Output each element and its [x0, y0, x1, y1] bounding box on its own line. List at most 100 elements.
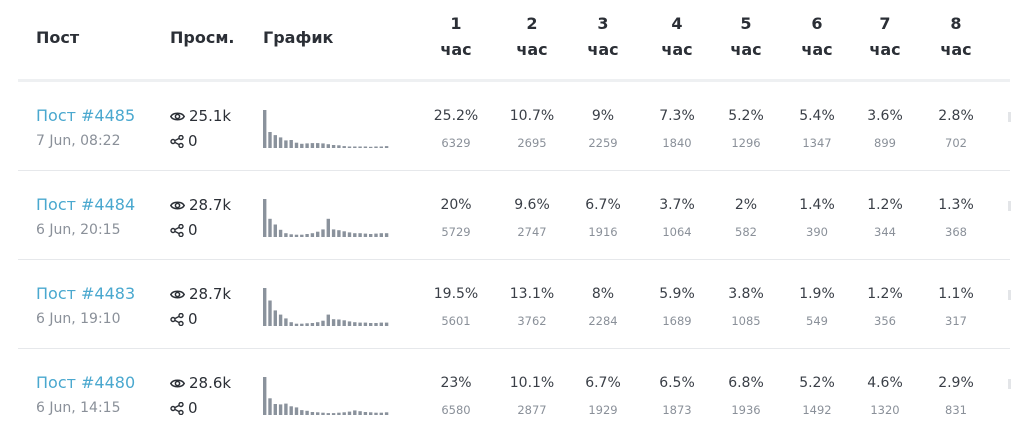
column-header-views[interactable]: Просм.	[170, 28, 235, 47]
post-date: 6 Jun, 19:10	[36, 311, 121, 327]
sparkline-bar	[294, 323, 299, 326]
sparkline-bar	[342, 412, 346, 415]
hour-number: 4	[671, 14, 683, 33]
hour-unit: час	[869, 40, 901, 59]
sparkline-bar	[278, 404, 283, 415]
sparkline-bar	[284, 403, 288, 415]
hour-cell: 25.2% 6329	[426, 84, 486, 172]
table-header: Пост Просм. График 1 час 2 час 3 час 4 час 5 час 6…	[0, 0, 1024, 80]
column-header-hour-5[interactable]: 5 час	[716, 0, 776, 70]
post-link[interactable]: Пост #4480	[36, 373, 136, 392]
sparkline-bar	[379, 146, 383, 148]
header-divider	[18, 79, 1010, 82]
hour-unit: час	[801, 40, 833, 59]
sparkline-bar	[289, 406, 293, 415]
hour-percent: 23%	[440, 375, 472, 391]
sparkline-bar	[363, 146, 368, 148]
sparkline-bar	[347, 146, 352, 148]
hour-cell: 5.2% 1296	[716, 84, 776, 172]
column-header-hour-3[interactable]: 3 час	[573, 0, 633, 70]
sparkline-bar	[263, 377, 267, 415]
post-link[interactable]: Пост #4484	[36, 195, 136, 214]
sparkline-bar	[331, 229, 336, 237]
sparkline-bar	[326, 314, 330, 326]
post-date: 6 Jun, 20:15	[36, 222, 121, 238]
sparkline-bar	[374, 146, 378, 148]
sparkline-bar	[353, 410, 357, 415]
hourly-sparkline	[263, 377, 389, 415]
hour-count: 1873	[662, 403, 692, 417]
shares-stat: 0	[170, 399, 198, 417]
sparkline-bar	[369, 146, 373, 148]
hour-count: 549	[806, 314, 828, 328]
shares-stat: 0	[170, 310, 198, 328]
hour-percent: 3.8%	[728, 286, 764, 302]
views-count: 28.6k	[189, 374, 232, 392]
sparkline-bar	[294, 234, 299, 237]
column-header-hour-6[interactable]: 6 час	[787, 0, 847, 70]
column-header-hour-7[interactable]: 7 час	[855, 0, 915, 70]
sparkline-bar	[289, 234, 293, 237]
hour-percent: 3.7%	[659, 197, 695, 213]
overflow-column-hint	[1008, 290, 1011, 300]
hour-count: 6580	[441, 403, 471, 417]
views-count: 28.7k	[189, 196, 232, 214]
shares-count: 0	[188, 310, 198, 328]
post-link[interactable]: Пост #4485	[36, 106, 136, 125]
sparkline-bar	[300, 323, 304, 326]
column-header-hour-8[interactable]: 8 час	[926, 0, 986, 70]
hour-cell: 13.1% 3762	[502, 262, 562, 350]
hour-unit: час	[730, 40, 762, 59]
sparkline-bar	[379, 412, 383, 415]
hour-percent: 1.4%	[799, 197, 835, 213]
sparkline-bar	[278, 137, 283, 148]
sparkline-bar	[347, 321, 352, 326]
hour-cell: 8% 2284	[573, 262, 633, 350]
hour-cell: 6.7% 1916	[573, 173, 633, 261]
table-row: Пост #4485 7 Jun, 08:22 25.1k 0 25.2% 632…	[0, 84, 1024, 172]
hour-count: 344	[874, 225, 896, 239]
hour-cell: 6.5% 1873	[647, 351, 707, 439]
sparkline-bar	[353, 146, 357, 148]
hour-cell: 5.4% 1347	[787, 84, 847, 172]
hour-count: 356	[874, 314, 896, 328]
hour-cell: 6.7% 1929	[573, 351, 633, 439]
shares-count: 0	[188, 399, 198, 417]
shares-count: 0	[188, 221, 198, 239]
hour-percent: 19.5%	[433, 286, 479, 302]
sparkline-bar	[300, 234, 304, 237]
hour-cell: 2.9% 831	[926, 351, 986, 439]
sparkline-bar	[379, 233, 383, 237]
column-header-hour-4[interactable]: 4 час	[647, 0, 707, 70]
hour-number: 6	[811, 14, 823, 33]
column-header-hour-2[interactable]: 2 час	[502, 0, 562, 70]
hour-number: 7	[879, 14, 891, 33]
hour-count: 2284	[588, 314, 618, 328]
sparkline-bar	[337, 145, 341, 148]
sparkline-bar	[294, 142, 299, 148]
sparkline-bar	[310, 412, 315, 415]
hour-count: 317	[945, 314, 967, 328]
sparkline-bar	[374, 323, 378, 326]
sparkline-bar	[310, 323, 315, 326]
sparkline-bar	[337, 412, 341, 415]
sparkline-bar	[331, 413, 336, 415]
sparkline-bar	[273, 224, 277, 237]
sparkline-bar	[384, 146, 389, 148]
column-header-post[interactable]: Пост	[36, 28, 80, 47]
hour-percent: 1.2%	[867, 286, 903, 302]
hour-cell: 10.7% 2695	[502, 84, 562, 172]
hour-cell: 1.2% 344	[855, 173, 915, 261]
hour-count: 2877	[517, 403, 547, 417]
post-link[interactable]: Пост #4483	[36, 284, 136, 303]
sparkline-bar	[347, 232, 352, 237]
hour-count: 2695	[517, 136, 547, 150]
hour-cell: 3.6% 899	[855, 84, 915, 172]
hour-number: 5	[740, 14, 752, 33]
sparkline-bar	[268, 300, 272, 326]
hour-percent: 6.7%	[585, 197, 621, 213]
hour-unit: час	[587, 40, 619, 59]
column-header-hour-1[interactable]: 1 час	[426, 0, 486, 70]
hour-unit: час	[940, 40, 972, 59]
hour-count: 5729	[441, 225, 471, 239]
